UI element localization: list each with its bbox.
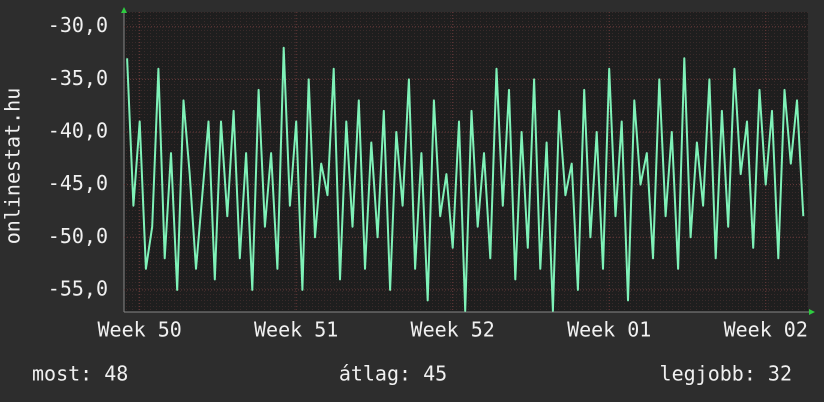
footer-best: legjobb: 32: [660, 362, 792, 386]
y-tick-label: -55,0: [48, 276, 108, 300]
data-line: [126, 46, 805, 312]
y-tick-label: -50,0: [48, 224, 108, 248]
x-axis-arrow: [809, 309, 815, 315]
y-tick-label: -30,0: [48, 13, 108, 37]
x-tick-label: Week 51: [254, 318, 338, 342]
footer-average: átlag: 45: [339, 362, 447, 386]
y-tick-label: -45,0: [48, 171, 108, 195]
x-tick-label: Week 01: [567, 318, 651, 342]
footer-current: most: 48: [32, 362, 128, 386]
x-tick-label: Week 52: [411, 318, 495, 342]
y-tick-label: -40,0: [48, 119, 108, 143]
x-tick-label: Week 02: [724, 318, 808, 342]
y-axis-title: onlinestat.hu: [1, 88, 25, 245]
y-tick-label: -35,0: [48, 66, 108, 90]
x-tick-label: Week 50: [98, 318, 182, 342]
y-axis-arrow: [121, 7, 127, 13]
